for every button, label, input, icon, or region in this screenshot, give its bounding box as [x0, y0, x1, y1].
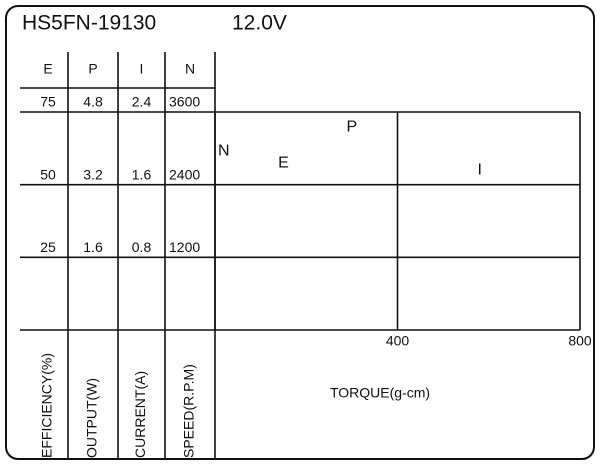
y-tick-label: 3600 [169, 94, 200, 110]
y-tick-label: 1.6 [83, 239, 103, 255]
series-label: N [218, 143, 230, 160]
y-tick-label: 75 [40, 94, 56, 110]
y-tick-label: 2400 [169, 166, 200, 182]
axis-header: E [43, 61, 52, 77]
y-tick-label: 0.8 [132, 239, 152, 255]
series-label: P [347, 118, 358, 135]
y-tick-label: 2.4 [132, 94, 152, 110]
axis-title: OUTPUT(W) [84, 378, 100, 458]
frame [5, 5, 595, 460]
axis-title: SPEED(R.P.M) [181, 364, 197, 458]
axis-header: N [185, 61, 195, 77]
series-label: E [278, 155, 289, 172]
y-tick-label: 3.2 [83, 166, 103, 182]
axis-title: CURRENT(A) [132, 371, 148, 458]
chart-title: HS5FN-19130 [22, 12, 156, 35]
x-tick-label: 800 [568, 333, 592, 349]
series-label: I [477, 161, 481, 178]
chart-subtitle: 12.0V [232, 12, 287, 35]
y-tick-label: 50 [40, 166, 56, 182]
axis-header: P [88, 61, 97, 77]
axis-header: I [140, 61, 144, 77]
axis-title: EFFICIENCY(%) [39, 353, 55, 458]
x-axis-label: TORQUE(g-cm) [330, 385, 430, 401]
y-tick-label: 1.6 [132, 166, 152, 182]
y-tick-label: 25 [40, 239, 56, 255]
y-tick-label: 1200 [169, 239, 200, 255]
x-tick-label: 400 [386, 333, 410, 349]
y-tick-label: 4.8 [83, 94, 103, 110]
